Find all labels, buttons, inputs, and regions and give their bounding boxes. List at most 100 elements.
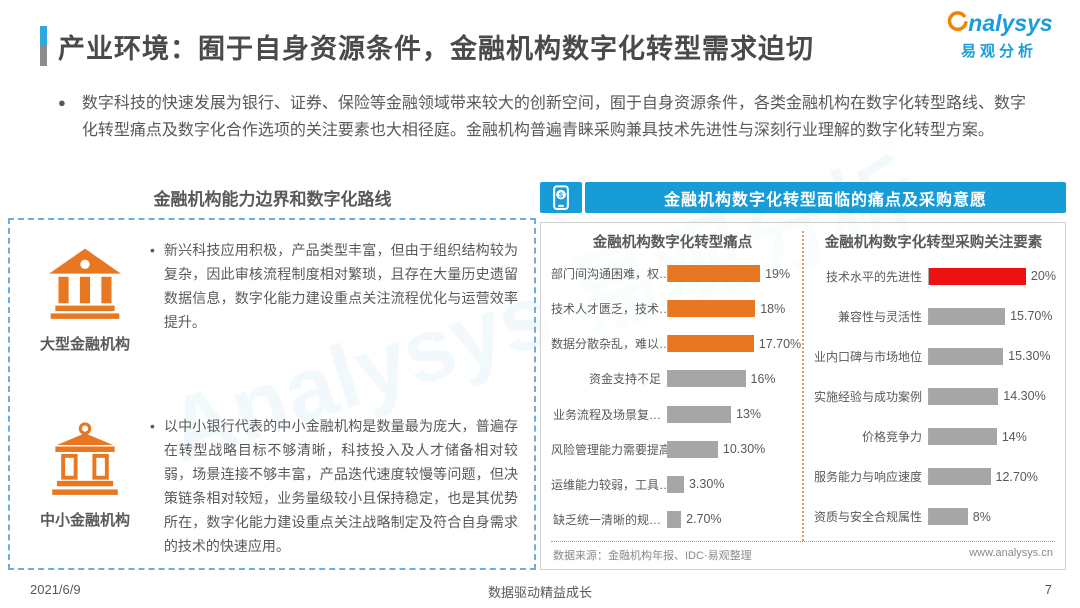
bar bbox=[668, 300, 756, 318]
bar-category-label: 技术人才匮乏，技术… bbox=[551, 302, 667, 317]
bar-track: 10.30% bbox=[667, 440, 794, 458]
intro-text: 数字科技的快速发展为银行、证券、保险等金融领域带来较大的创新空间，囿于自身资源条… bbox=[81, 95, 1026, 139]
bullet-icon: • bbox=[150, 242, 155, 258]
bar bbox=[668, 475, 684, 493]
bar-value-label: 15.70% bbox=[1010, 309, 1053, 324]
bar-value-label: 10.30% bbox=[722, 442, 766, 457]
page-number: 7 bbox=[1044, 582, 1052, 597]
institution-item-large: 大型金融机构 • 新兴科技应用积极，产品类型丰富，但由于组织结构较为复杂，因此审… bbox=[20, 238, 524, 354]
bar-track: 15.30% bbox=[928, 347, 1055, 365]
bar-track: 13% bbox=[667, 405, 794, 423]
institution-item-small: 中小金融机构 • 以中小银行代表的中小金融机构是数量最为庞大，普遍存在转型战略目… bbox=[20, 414, 524, 558]
bar-category-label: 部门间沟通困难，权… bbox=[551, 267, 667, 282]
bar bbox=[668, 510, 682, 528]
bar-value-label: 14.30% bbox=[1003, 389, 1046, 404]
right-panel-header: $ 金融机构数字化转型面临的痛点及采购意愿 bbox=[540, 182, 1066, 213]
chart-source-row: 数据来源：金融机构年报、IDC·易观整理 www.analysys.cn bbox=[551, 541, 1055, 566]
bar-value-label: 18% bbox=[760, 301, 786, 316]
left-panel-title: 金融机构能力边界和数字化路线 bbox=[153, 190, 392, 209]
bar-row: 价格竞争力 14% bbox=[812, 428, 1055, 446]
bar-chart: 部门间沟通困难，权… 19% 技术人才匮乏，技术… 18% 数据分散杂乱，难以… 17.7… bbox=[551, 256, 801, 541]
analysys-logo: nalysys 易观分析 bbox=[934, 8, 1064, 61]
bar-track: 14.30% bbox=[928, 387, 1055, 405]
bar-row: 运维能力较弱，工具… 3.30% bbox=[551, 475, 794, 493]
bar-row: 资金支持不足 16% bbox=[551, 370, 794, 388]
chart-title: 金融机构数字化转型痛点 bbox=[592, 235, 753, 251]
bar-value-label: 15.30% bbox=[1008, 349, 1051, 364]
bullet-icon: ● bbox=[58, 95, 66, 110]
bar bbox=[929, 387, 999, 405]
bar-category-label: 缺乏统一清晰的规… bbox=[552, 512, 661, 527]
right-panel-title: 金融机构数字化转型面临的痛点及采购意愿 bbox=[585, 182, 1066, 213]
bar-row: 技术水平的先进性 20% bbox=[812, 267, 1056, 285]
page-footer: 2021/6/9 数据驱动精益成长 7 bbox=[0, 582, 1080, 600]
bar-track: 3.30% bbox=[667, 475, 794, 493]
chart-title: 金融机构数字化转型采购关注要素 bbox=[824, 235, 1043, 251]
bar-row: 实施经验与成功案例 14.30% bbox=[812, 387, 1055, 405]
title-accent-bar bbox=[40, 26, 47, 66]
bar-chart: 技术水平的先进性 20% 兼容性与灵活性 15.70% 业内口碑与市场地位 15.30% 实… bbox=[812, 256, 1056, 541]
bar bbox=[929, 347, 1004, 365]
institution-label: 大型金融机构 bbox=[39, 336, 130, 353]
bar-category-label: 资金支持不足 bbox=[588, 372, 661, 387]
bar-track: 17.70% bbox=[667, 335, 801, 353]
pain-points-chart: 金融机构数字化转型痛点 部门间沟通困难，权… 19% 技术人才匮乏，技术… 18% 数据… bbox=[551, 231, 801, 541]
bank-outline-icon bbox=[46, 420, 124, 503]
bar-row: 数据分散杂乱，难以… 17.70% bbox=[551, 335, 801, 353]
bar-category-label: 价格竞争力 bbox=[861, 430, 922, 445]
institution-description-text: 新兴科技应用积极，产品类型丰富，但由于组织结构较为复杂，因此审核流程制度相对繁琐… bbox=[163, 242, 518, 330]
page-header: 产业环境：囿于自身资源条件，金融机构数字化转型需求迫切 bbox=[40, 26, 814, 66]
bar bbox=[929, 307, 1006, 325]
bank-solid-icon bbox=[46, 244, 124, 327]
purchase-factors-chart: 金融机构数字化转型采购关注要素 技术水平的先进性 20% 兼容性与灵活性 15.70%… bbox=[802, 231, 1056, 541]
bar-category-label: 实施经验与成功案例 bbox=[813, 389, 922, 404]
bar-track: 19% bbox=[667, 265, 794, 283]
bar bbox=[668, 265, 761, 283]
data-source-note: 数据来源：金融机构年报、IDC·易观整理 bbox=[553, 550, 752, 562]
bar-category-label: 兼容性与灵活性 bbox=[837, 309, 922, 324]
bar-value-label: 13% bbox=[736, 407, 762, 422]
bar-track: 18% bbox=[667, 300, 794, 318]
bullet-icon: • bbox=[150, 418, 155, 434]
bar-category-label: 业务流程及场景复… bbox=[552, 407, 661, 422]
mobile-payment-icon: $ bbox=[540, 182, 582, 213]
bar-row: 资质与安全合规属性 8% bbox=[812, 508, 1055, 526]
logo-subbrand-text: 易观分析 bbox=[960, 43, 1037, 60]
institution-description-text: 以中小银行代表的中小金融机构是数量最为庞大，普遍存在转型战略目标不够清晰，科技投… bbox=[163, 418, 518, 554]
bar-value-label: 12.70% bbox=[995, 469, 1038, 484]
bar-category-label: 数据分散杂乱，难以… bbox=[551, 337, 667, 352]
bar-track: 12.70% bbox=[928, 468, 1055, 486]
bar bbox=[668, 405, 731, 423]
bar-track: 15.70% bbox=[928, 307, 1055, 325]
bar-track: 8% bbox=[928, 508, 1055, 526]
bar-value-label: 20% bbox=[1030, 269, 1056, 284]
footer-slogan: 数据驱动精益成长 bbox=[487, 585, 593, 600]
bar-track: 2.70% bbox=[667, 510, 794, 528]
bar-value-label: 2.70% bbox=[686, 512, 722, 527]
bar-track: 20% bbox=[928, 267, 1056, 285]
bar-row: 部门间沟通困难，权… 19% bbox=[551, 265, 794, 283]
bar-value-label: 16% bbox=[750, 371, 776, 386]
bar-value-label: 17.70% bbox=[758, 336, 802, 351]
bar-value-label: 8% bbox=[972, 509, 991, 524]
logo-brand-text: nalysys bbox=[968, 10, 1053, 36]
intro-paragraph: ● 数字科技的快速发展为银行、证券、保险等金融领域带来较大的创新空间，囿于自身资… bbox=[58, 90, 1026, 144]
bar bbox=[929, 428, 997, 446]
bar-category-label: 技术水平的先进性 bbox=[825, 269, 922, 284]
bar-category-label: 服务能力与响应速度 bbox=[813, 470, 922, 485]
bar-category-label: 风险管理能力需要提高 bbox=[551, 442, 667, 457]
bar bbox=[929, 267, 1026, 285]
bar-row: 技术人才匮乏，技术… 18% bbox=[551, 300, 794, 318]
bar-row: 缺乏统一清晰的规… 2.70% bbox=[551, 510, 794, 528]
bar-value-label: 19% bbox=[765, 266, 791, 281]
bar bbox=[668, 440, 718, 458]
website-url: www.analysys.cn bbox=[969, 547, 1053, 559]
bar bbox=[668, 335, 754, 353]
institution-label: 中小金融机构 bbox=[39, 512, 130, 529]
footer-date: 2021/6/9 bbox=[30, 582, 81, 597]
page-title: 产业环境：囿于自身资源条件，金融机构数字化转型需求迫切 bbox=[58, 33, 814, 64]
bar-category-label: 业内口碑与市场地位 bbox=[813, 349, 922, 364]
bar bbox=[929, 468, 991, 486]
bar-category-label: 资质与安全合规属性 bbox=[813, 510, 922, 525]
logo-swirl-icon bbox=[945, 8, 971, 39]
